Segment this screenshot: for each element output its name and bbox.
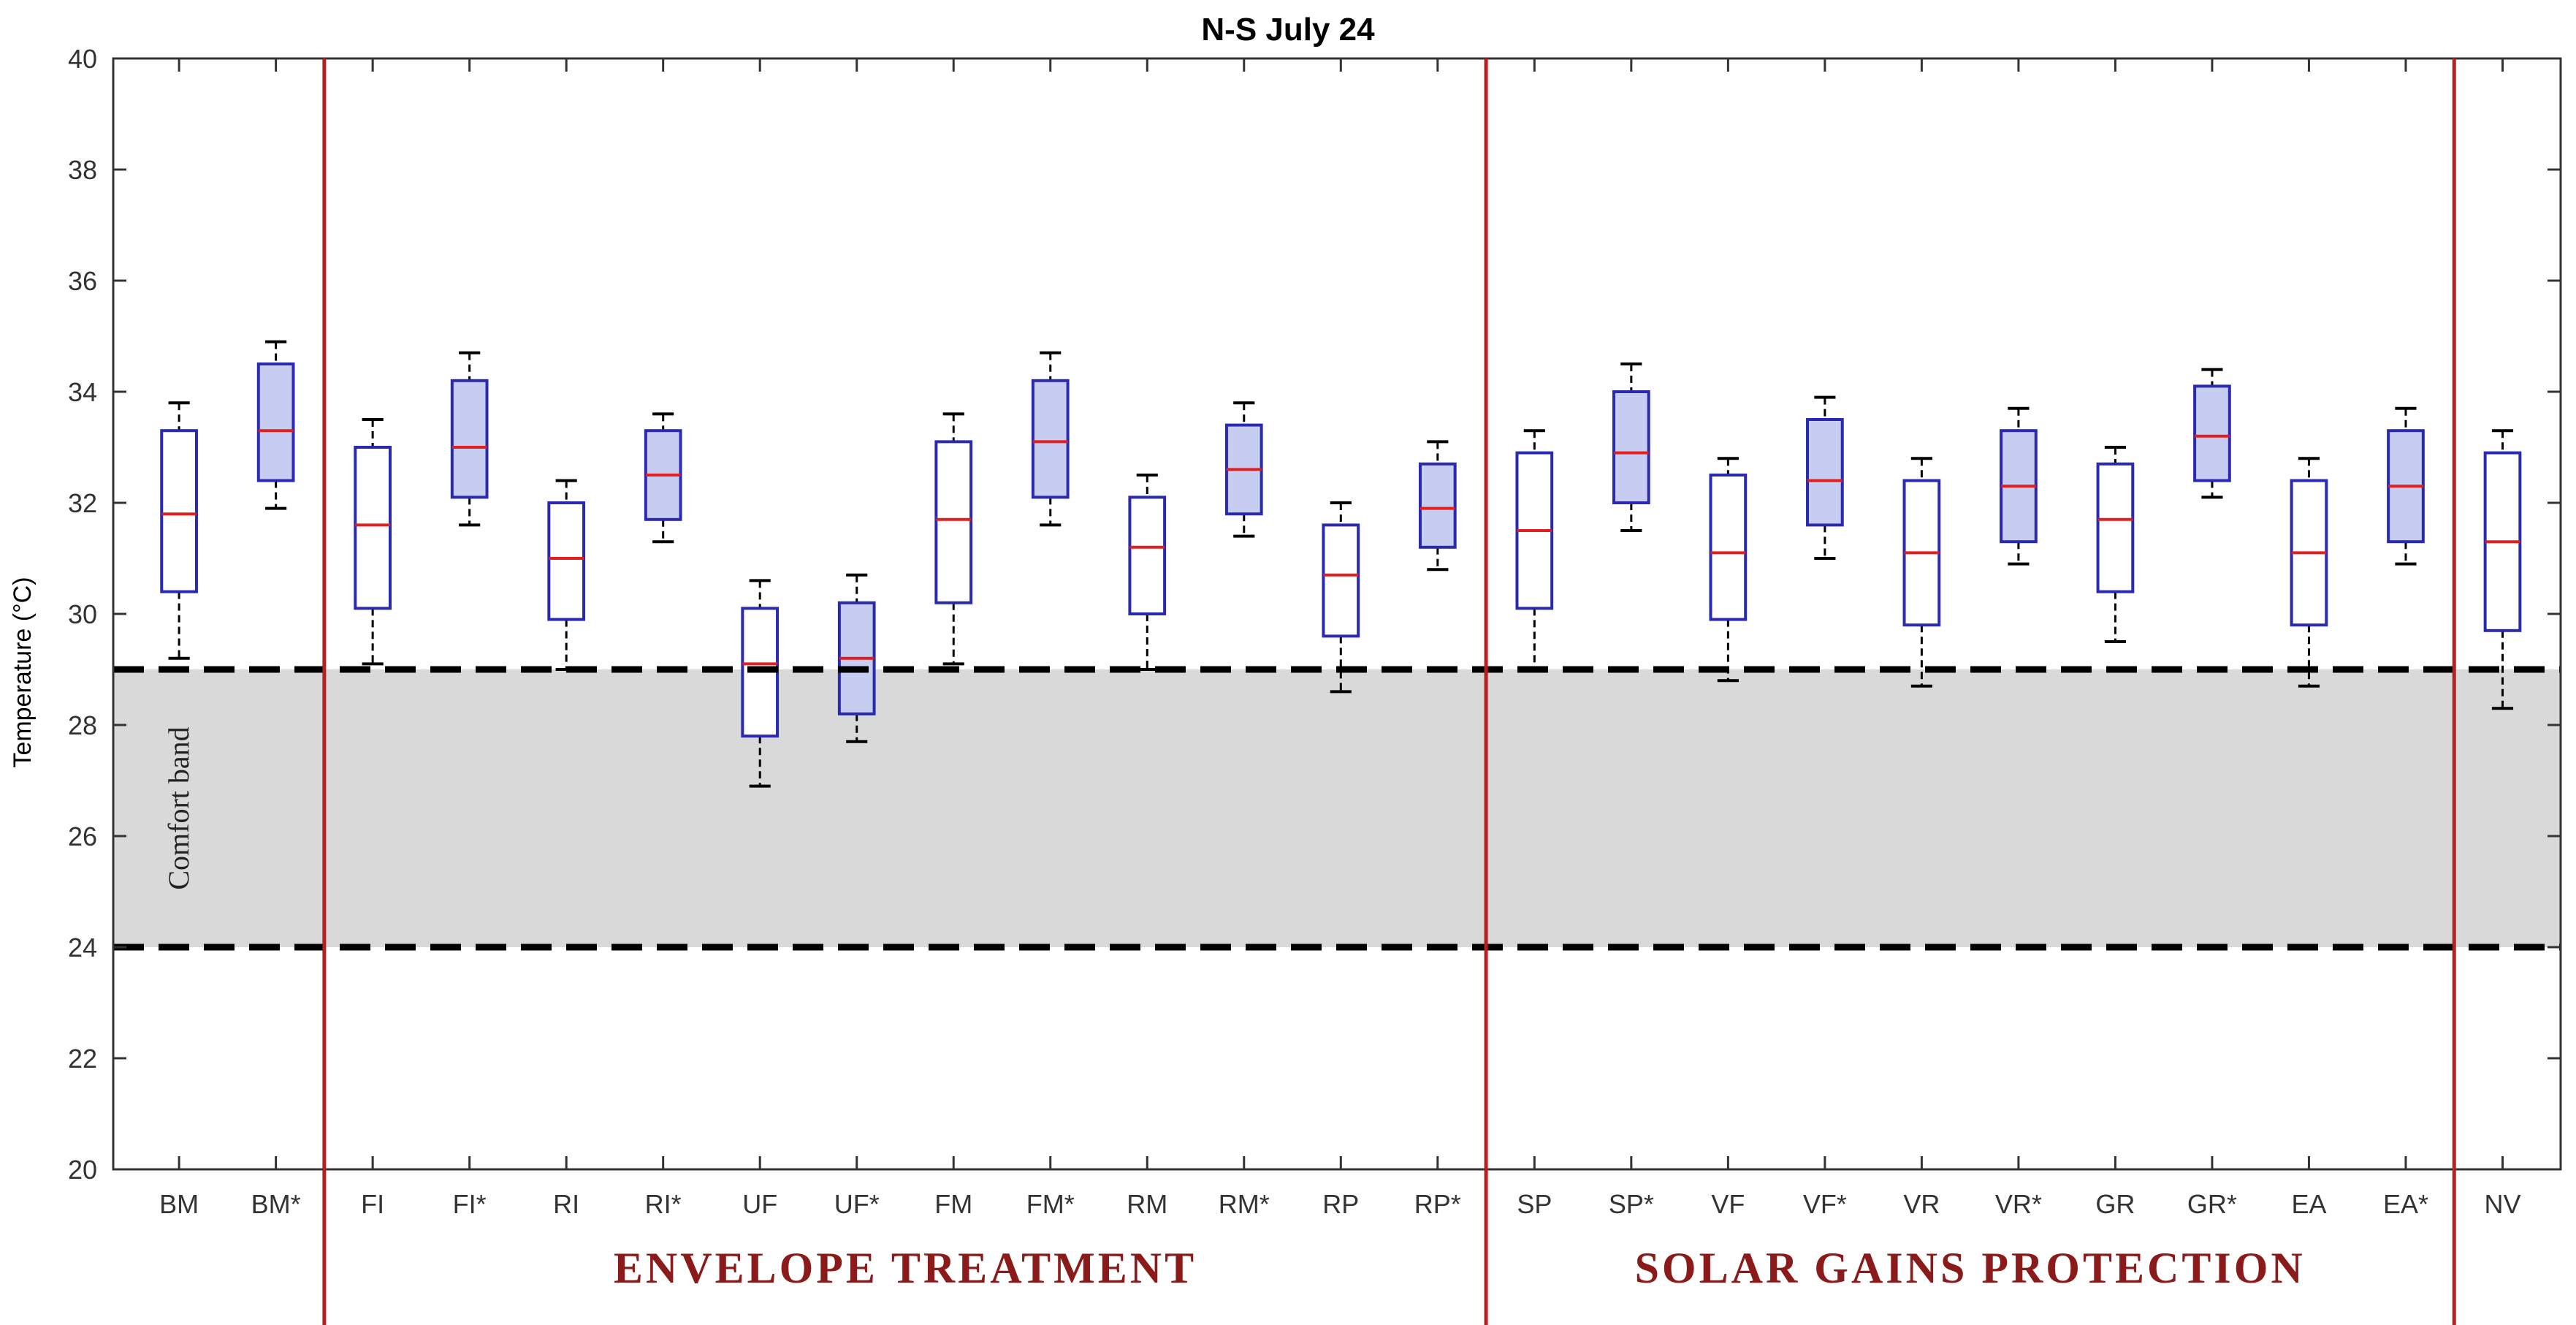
x-tick-label: RP (1322, 1189, 1359, 1219)
box (256, 362, 295, 482)
box (547, 501, 586, 621)
x-tick-label: SP* (1609, 1189, 1654, 1219)
box (450, 379, 489, 499)
x-tick-label: EA* (2383, 1189, 2428, 1219)
x-tick-label: VF* (1803, 1189, 1847, 1219)
comfort-band-area (113, 669, 2561, 947)
chart-title: N-S July 24 (1201, 12, 1375, 48)
x-tick-label: FM (934, 1189, 972, 1219)
x-tick-label: RM (1127, 1189, 1167, 1219)
box (1418, 462, 1457, 549)
group-label: ENVELOPE TREATMENT (614, 1244, 1197, 1292)
x-tick-label: GR* (2187, 1189, 2237, 1219)
box (1031, 379, 1070, 499)
x-tick-label: RI* (645, 1189, 682, 1219)
x-tick-label: UF* (834, 1189, 880, 1219)
x-tick-label: VF (1711, 1189, 1745, 1219)
x-tick-label: RM* (1219, 1189, 1270, 1219)
group-label: SOLAR GAINS PROTECTION (1635, 1244, 2306, 1292)
box (934, 440, 973, 604)
x-tick-label: VR (1903, 1189, 1940, 1219)
box (2193, 384, 2231, 482)
x-tick-label: SP (1517, 1189, 1552, 1219)
box (1806, 418, 1844, 527)
y-tick-label: 36 (68, 266, 97, 296)
x-tick-label: NV (2484, 1189, 2520, 1219)
box (354, 446, 392, 610)
box (1612, 390, 1650, 504)
x-tick-label: GR (2095, 1189, 2135, 1219)
x-tick-label: BM* (251, 1189, 301, 1219)
y-tick-label: 30 (68, 599, 97, 629)
x-tick-label: BM (159, 1189, 199, 1219)
x-tick-label: UF (742, 1189, 777, 1219)
y-tick-label: 40 (68, 44, 97, 74)
y-tick-label: 24 (68, 933, 97, 963)
plot-frame (112, 57, 2562, 1171)
y-tick-label: 32 (68, 488, 97, 518)
y-tick-label: 34 (68, 377, 97, 407)
box (160, 429, 198, 593)
x-tick-label: FI* (453, 1189, 487, 1219)
x-tick-label: RI (553, 1189, 579, 1219)
box (1128, 496, 1167, 616)
x-tick-label: EA (2291, 1189, 2326, 1219)
box (2096, 462, 2135, 593)
y-tick-label: 26 (68, 821, 97, 851)
y-tick-label: 38 (68, 155, 97, 185)
y-tick-label: 22 (68, 1044, 97, 1074)
box (1322, 523, 1360, 638)
comfort-band-label: Comfort band (162, 726, 195, 889)
x-tick-label: FM* (1026, 1189, 1075, 1219)
x-tick-label: RP* (1414, 1189, 1461, 1219)
plot-area: BM BM* FI FI* RI RI* UF UF* FM FM* RM RM* RP RP* SP SP*… (68, 44, 2562, 1325)
x-tick-label: VR* (1995, 1189, 2042, 1219)
x-tick-label: FI (361, 1189, 384, 1219)
y-tick-label: 28 (68, 710, 97, 740)
box (1709, 474, 1748, 621)
y-axis-label: Temperature (°C) (9, 577, 37, 767)
y-tick-label: 20 (68, 1155, 97, 1185)
